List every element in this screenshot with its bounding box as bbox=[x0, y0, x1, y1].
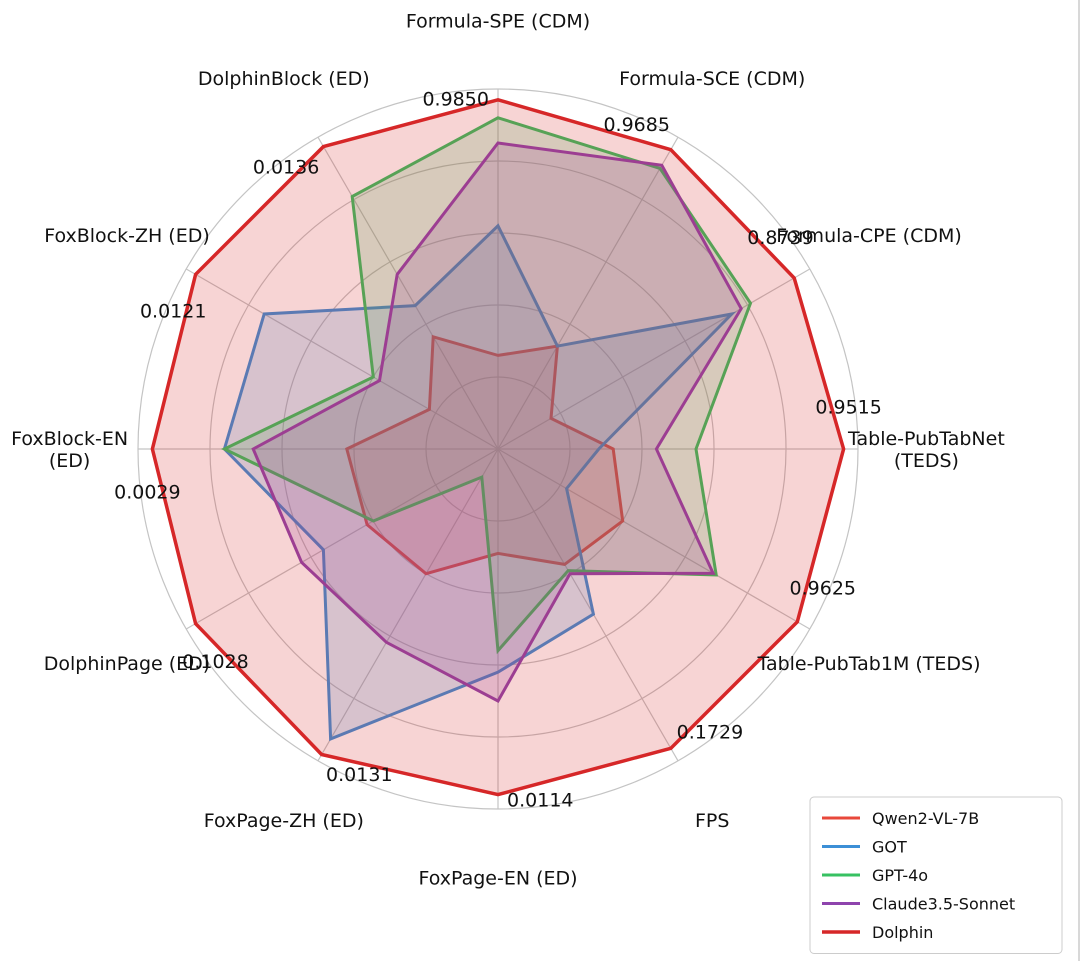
spoke-11 bbox=[317, 136, 499, 450]
series-gpt-4o bbox=[220, 116, 753, 655]
axis-label-line: Formula-CPE (CDM) bbox=[776, 225, 962, 247]
legend-entry-0: Qwen2-VL-7B bbox=[872, 809, 979, 828]
value-label-8: 0.1028 bbox=[182, 651, 248, 673]
axis-label-line: FPS bbox=[695, 810, 729, 832]
axis-label-5: FPS bbox=[695, 810, 729, 832]
series-qwen2-vl-7b bbox=[345, 334, 625, 576]
axis-label-7: FoxPage-ZH (ED) bbox=[204, 810, 364, 832]
spoke-7 bbox=[317, 448, 499, 762]
axis-label-line: FoxBlock-ZH (ED) bbox=[44, 225, 210, 247]
radar-labels: Formula-SPE (CDM) 0.9850 Formula-SCE (CDM)… bbox=[11, 11, 1005, 890]
axis-label-1: Formula-SCE (CDM) bbox=[619, 68, 805, 90]
value-label-10: 0.0121 bbox=[140, 300, 206, 322]
axis-label-line: DolphinPage (ED) bbox=[44, 653, 210, 675]
axis-label-2: Formula-CPE (CDM) bbox=[776, 225, 962, 247]
axis-label-8: DolphinPage (ED) bbox=[44, 653, 210, 675]
spoke-1 bbox=[497, 136, 679, 450]
axis-label-4: Table-PubTab1M (TEDS) bbox=[756, 653, 980, 675]
right-border-rule bbox=[1078, 0, 1080, 961]
spoke-8 bbox=[185, 448, 499, 630]
axis-label-line: Table-PubTab1M (TEDS) bbox=[756, 653, 980, 675]
spoke-4 bbox=[497, 448, 811, 630]
value-label-4: 0.9625 bbox=[790, 578, 856, 600]
spoke-10 bbox=[185, 268, 499, 450]
legend-entry-1: GOT bbox=[872, 838, 907, 857]
legend-entry-2: GPT-4o bbox=[872, 866, 928, 885]
legend-entry-3: Claude3.5-Sonnet bbox=[872, 895, 1015, 914]
series-dolphin bbox=[150, 97, 846, 797]
value-label-5: 0.1729 bbox=[677, 722, 743, 744]
value-label-1: 0.9685 bbox=[603, 114, 669, 136]
series-claude3-5-sonnet bbox=[251, 141, 743, 704]
axis-label-3: Table-PubTabNet (TEDS) bbox=[847, 428, 1005, 472]
legend-frame bbox=[809, 796, 1063, 954]
value-label-0: 0.9850 bbox=[422, 88, 488, 110]
value-label-11: 0.0136 bbox=[253, 156, 319, 178]
axis-label-10: FoxBlock-ZH (ED) bbox=[44, 225, 210, 247]
axis-label-line: FoxBlock-EN bbox=[11, 428, 128, 450]
axis-label-line: (ED) bbox=[49, 450, 90, 472]
radar-grid bbox=[137, 88, 859, 810]
axis-label-line: FoxPage-ZH (ED) bbox=[204, 810, 364, 832]
axis-label-line: FoxPage-EN (ED) bbox=[418, 867, 577, 889]
value-label-6: 0.0114 bbox=[507, 790, 573, 812]
axis-label-line: Formula-SPE (CDM) bbox=[406, 11, 590, 33]
legend: Qwen2-VL-7B GOT GPT-4o Claude3.5-Sonnet Dolp… bbox=[809, 796, 1063, 954]
legend-entry-4: Dolphin bbox=[872, 923, 933, 942]
value-label-2: 0.8739 bbox=[747, 227, 813, 249]
value-label-3: 0.9515 bbox=[815, 397, 881, 419]
value-label-9: 0.0029 bbox=[114, 481, 180, 503]
axis-label-6: FoxPage-EN (ED) bbox=[418, 867, 577, 889]
axis-label-line: (TEDS) bbox=[894, 450, 959, 472]
axis-label-11: DolphinBlock (ED) bbox=[198, 68, 370, 90]
radar-series bbox=[150, 97, 846, 797]
axis-label-0: Formula-SPE (CDM) bbox=[406, 11, 590, 33]
axis-label-9: FoxBlock-EN (ED) bbox=[11, 428, 128, 472]
spoke-5 bbox=[497, 448, 679, 762]
axis-label-line: Table-PubTabNet bbox=[847, 428, 1005, 450]
value-label-7: 0.0131 bbox=[326, 764, 392, 786]
axis-label-line: DolphinBlock (ED) bbox=[198, 68, 370, 90]
axis-label-line: Formula-SCE (CDM) bbox=[619, 68, 805, 90]
